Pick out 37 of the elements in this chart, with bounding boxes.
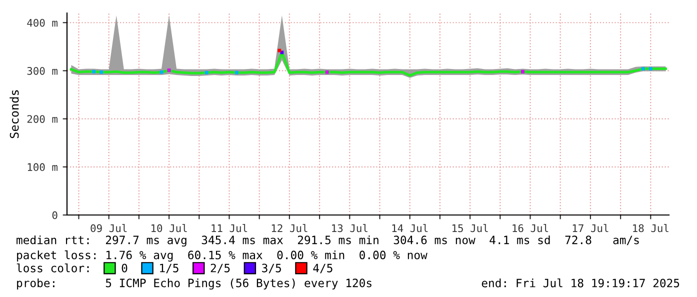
text: end: Fri Jul 18 19:19:17 2025 — [482, 278, 680, 288]
point — [278, 48, 282, 52]
y-tick-label: 300 m — [27, 66, 58, 75]
y-tick-label: 100 m — [28, 163, 58, 172]
legend-label: 0 — [122, 264, 128, 272]
text: loss color: — [16, 263, 89, 272]
x-tick-label: 15 Jul — [452, 224, 488, 232]
text: median rtt: 297.7 ms avg 345.4 ms max 291.5 ms min 304.6 ms now 4.1 ms sd 72.8 am/s — [16, 235, 639, 247]
x-tick-label: 10 Jul — [151, 224, 187, 232]
text: packet loss: 1.76 % avg 60.15 % max 0.00 % min 0.00 % now — [17, 250, 428, 262]
x-tick-label: 14 Jul — [392, 224, 428, 232]
y-tick-label: 0 — [52, 211, 58, 220]
point — [325, 70, 329, 74]
point — [641, 67, 645, 70]
x-tick-label: 12 Jul — [272, 224, 308, 232]
point — [160, 70, 164, 74]
point — [521, 70, 524, 74]
point — [100, 70, 104, 74]
x-tick-label: 13 Jul — [332, 224, 368, 232]
point — [204, 70, 208, 74]
x-tick-label: 11 Jul — [212, 224, 248, 232]
x-tick-label: 17 Jul — [572, 224, 608, 232]
point — [235, 70, 238, 74]
point — [648, 67, 652, 70]
y-tick-label: 200 m — [27, 115, 58, 123]
y-axis-title: Seconds — [10, 90, 19, 138]
x-tick-label: 16 Jul — [512, 224, 548, 232]
x-tick-label: 09 Jul — [90, 224, 127, 232]
legend-label: 2/5 — [210, 264, 230, 274]
y-tick-label: 400 m — [27, 18, 58, 27]
legend-label: 4/5 — [313, 264, 332, 274]
x-tick-label: 18 Jul — [633, 224, 668, 232]
text: probe: 5 ICMP Echo Pings (56 Bytes) every 120s — [17, 278, 372, 290]
point — [167, 68, 171, 72]
legend-label: 3/5 — [262, 264, 281, 274]
point — [92, 70, 96, 74]
legend-label: 1/5 — [160, 264, 178, 274]
